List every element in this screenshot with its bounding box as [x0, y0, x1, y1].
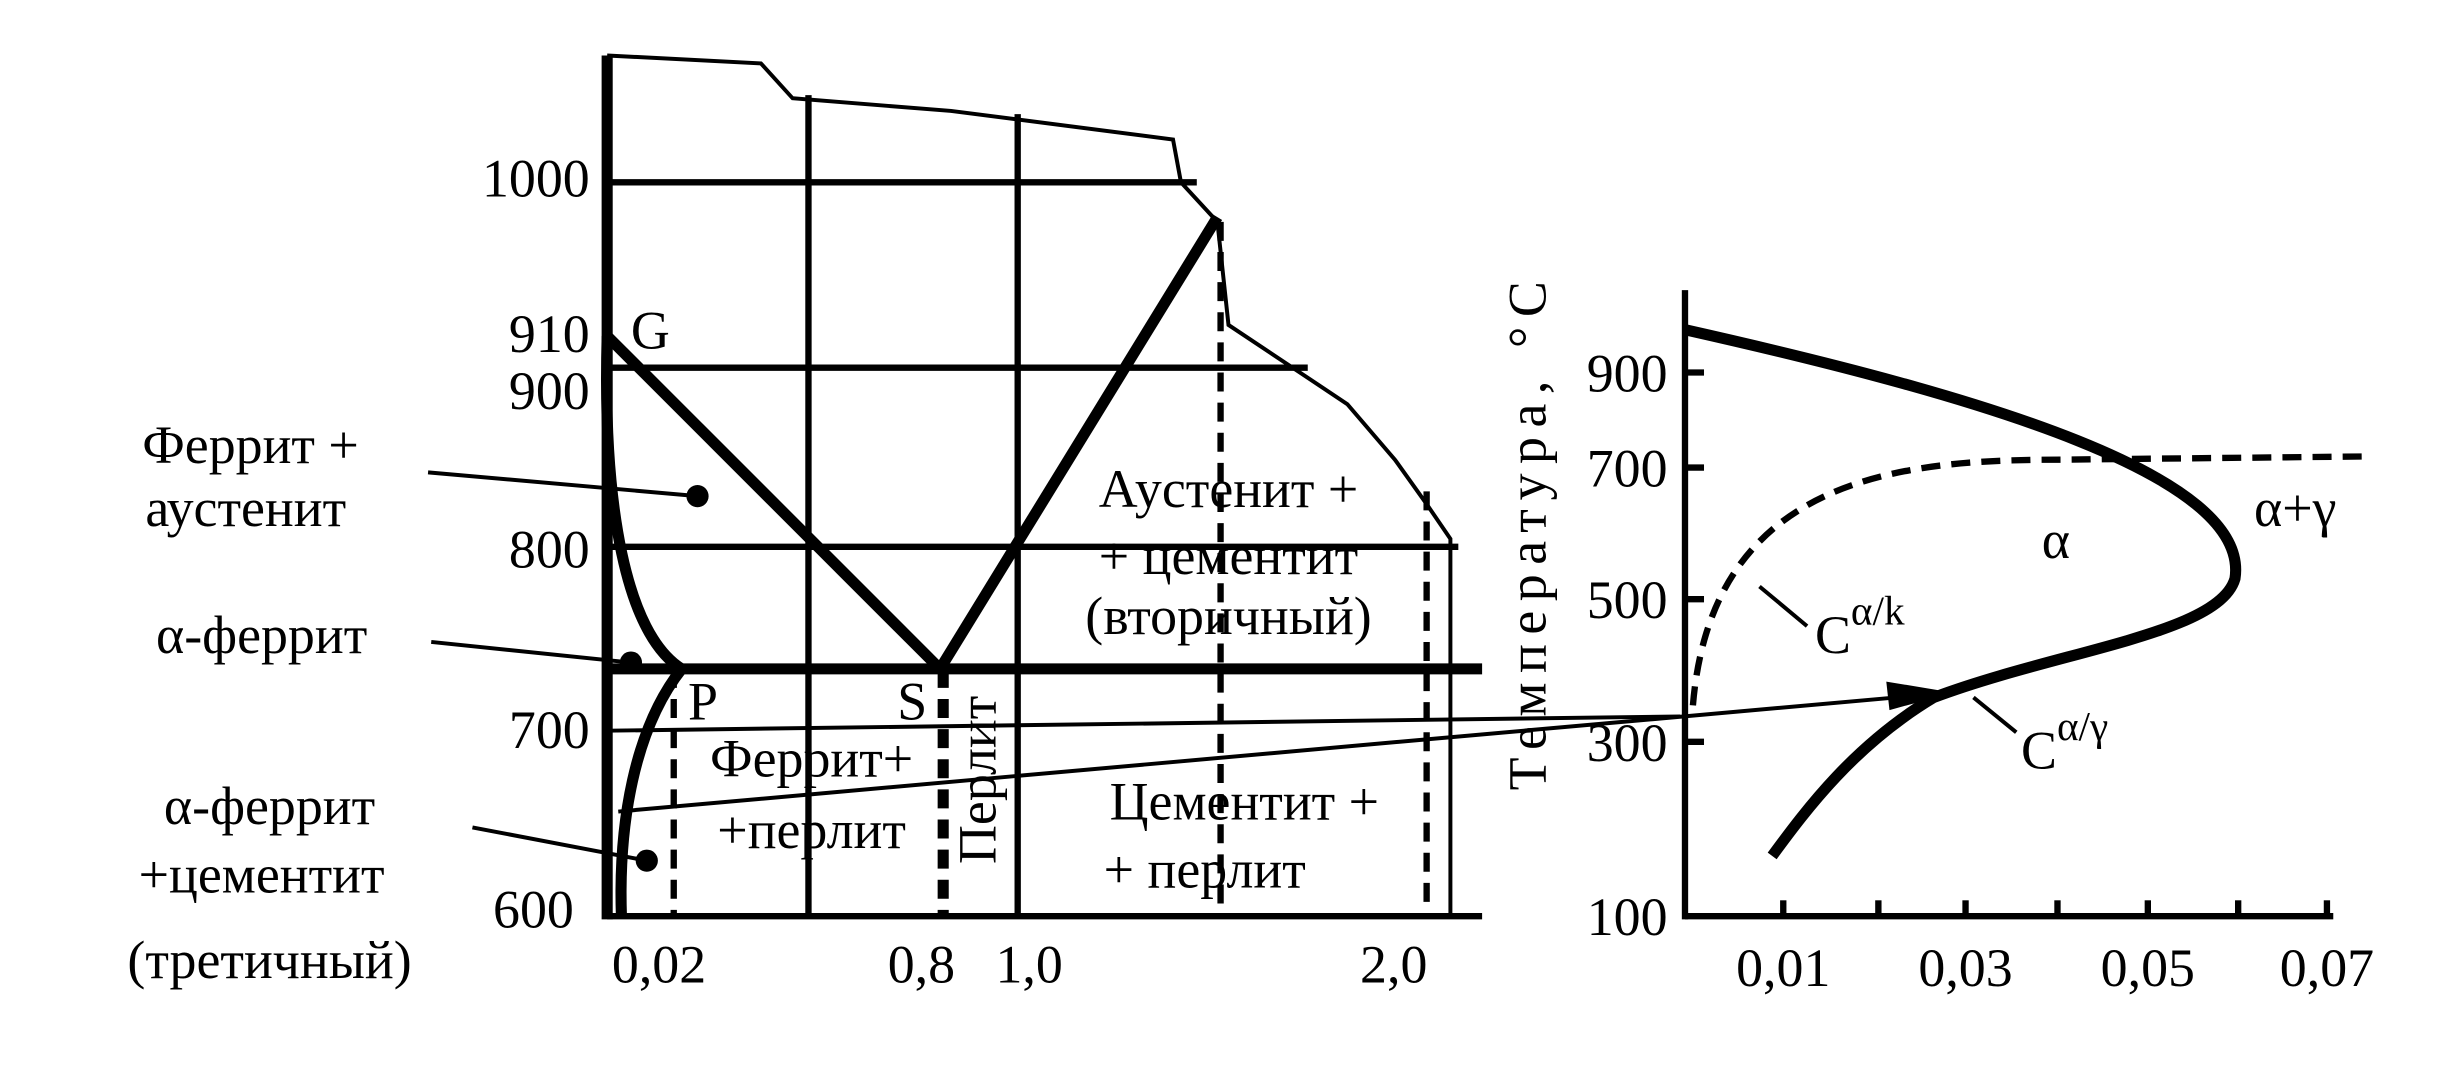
curve-label-sup: α/k	[1851, 588, 1905, 634]
callout: α-феррит	[156, 605, 367, 665]
region-label: Перлит	[947, 696, 1007, 864]
point-label: G	[631, 301, 670, 361]
callout: α-феррит	[164, 776, 375, 836]
y-label: 910	[509, 304, 590, 364]
callout: аустенит	[145, 478, 346, 538]
x-label: 0,07	[2280, 938, 2374, 998]
region-label: +перлит	[717, 800, 906, 860]
y-label: 800	[509, 519, 590, 579]
y-label: 500	[1587, 570, 1668, 630]
x-label: 0,03	[1918, 938, 2012, 998]
y-label: 900	[1587, 344, 1668, 404]
point-label: S	[897, 672, 927, 732]
callout: Феррит +	[142, 415, 359, 475]
y-label: 1000	[482, 149, 590, 209]
y-label: 700	[1587, 439, 1668, 499]
curve-label-sup: α/γ	[2057, 703, 2108, 749]
y-label: 900	[509, 361, 590, 421]
left-diagram-texts: 1000 910 900 800 700 600 0,02 0,8 1,0 2,…	[127, 149, 1427, 995]
y-label: 600	[493, 879, 574, 939]
x-label: 2,0	[1360, 935, 1427, 995]
callout: +цементит	[139, 844, 385, 904]
region-label: Аустенит +	[1099, 459, 1359, 519]
callout: (третичный)	[127, 930, 411, 990]
curve-label: Cα/γ	[2021, 703, 2108, 781]
curve-label-base: C	[1815, 605, 1851, 665]
phase-label: α+γ	[2254, 478, 2336, 538]
phase-label: α	[2042, 510, 2070, 570]
y-label: 700	[509, 700, 590, 760]
x-label: 0,02	[612, 935, 706, 995]
region-label: (вторичный)	[1085, 586, 1371, 646]
right-diagram-texts: Температура, °С 900 700 500 300 100 0,01…	[1498, 272, 2375, 998]
region-label: Феррит+	[710, 729, 913, 789]
curve-label: Cα/k	[1815, 588, 1905, 666]
region-label: + цементит	[1099, 526, 1358, 586]
right-diagram-lines	[1681, 290, 2362, 920]
region-label: + перлит	[1104, 840, 1306, 900]
x-label: 0,05	[2101, 938, 2195, 998]
x-label: 0,8	[888, 935, 955, 995]
y-axis-title: Температура, °С	[1498, 272, 1558, 791]
curve-label-base: C	[2021, 721, 2057, 781]
x-label: 0,01	[1736, 938, 1830, 998]
left-diagram-lines	[427, 53, 1953, 920]
y-label: 300	[1587, 713, 1668, 773]
y-label: 100	[1587, 887, 1668, 947]
x-label: 1,0	[995, 935, 1062, 995]
point-label: P	[688, 672, 718, 732]
region-label: Цементит +	[1110, 771, 1379, 831]
